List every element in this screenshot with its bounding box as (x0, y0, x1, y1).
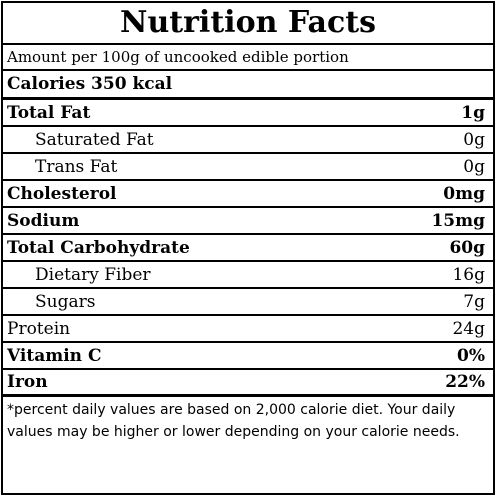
nutrient-value: 22% (445, 372, 485, 392)
nutrient-name: Cholesterol (7, 183, 117, 204)
nutrient-row: Saturated Fat 0g (3, 127, 493, 154)
nutrient-name: Sugars (35, 291, 96, 312)
nutrient-name: Saturated Fat (35, 129, 154, 150)
nutrient-value: 1g (461, 102, 485, 123)
nutrient-row: Protein 24g (3, 316, 493, 343)
nutrient-name: Total Carbohydrate (7, 237, 190, 258)
label-title: Nutrition Facts (3, 3, 493, 45)
nutrient-value: 0g (463, 156, 485, 177)
nutrition-facts-label: Nutrition Facts Amount per 100g of uncoo… (1, 1, 495, 495)
nutrient-row: Total Carbohydrate 60g (3, 235, 493, 262)
nutrient-value: 0% (457, 345, 485, 366)
nutrient-value: 60g (449, 237, 485, 258)
nutrient-value: 16g (452, 264, 485, 285)
nutrient-row: Iron 22% (3, 370, 493, 397)
nutrient-row: Cholesterol 0mg (3, 181, 493, 208)
nutrient-row: Sodium 15mg (3, 208, 493, 235)
nutrient-name: Trans Fat (35, 156, 118, 177)
nutrient-row: Total Fat 1g (3, 100, 493, 127)
nutrient-row: Sugars 7g (3, 289, 493, 316)
nutrient-row: Dietary Fiber 16g (3, 262, 493, 289)
nutrient-name: Total Fat (7, 102, 91, 123)
nutrient-value: 15mg (431, 210, 485, 231)
nutrient-name: Sodium (7, 210, 80, 231)
nutrient-name: Dietary Fiber (35, 264, 151, 285)
amount-line: Amount per 100g of uncooked edible porti… (3, 45, 493, 71)
nutrient-value: 0g (463, 129, 485, 150)
nutrient-value: 7g (463, 291, 485, 312)
nutrient-row: Vitamin C 0% (3, 343, 493, 370)
nutrient-value: 24g (452, 318, 485, 339)
nutrient-row: Trans Fat 0g (3, 154, 493, 181)
nutrient-name: Iron (7, 372, 48, 392)
calories-line: Calories 350 kcal (3, 71, 493, 100)
nutrient-name: Vitamin C (7, 345, 102, 366)
nutrient-value: 0mg (443, 183, 485, 204)
nutrient-name: Protein (7, 318, 71, 339)
footnote: *percent daily values are based on 2,000… (7, 402, 460, 440)
